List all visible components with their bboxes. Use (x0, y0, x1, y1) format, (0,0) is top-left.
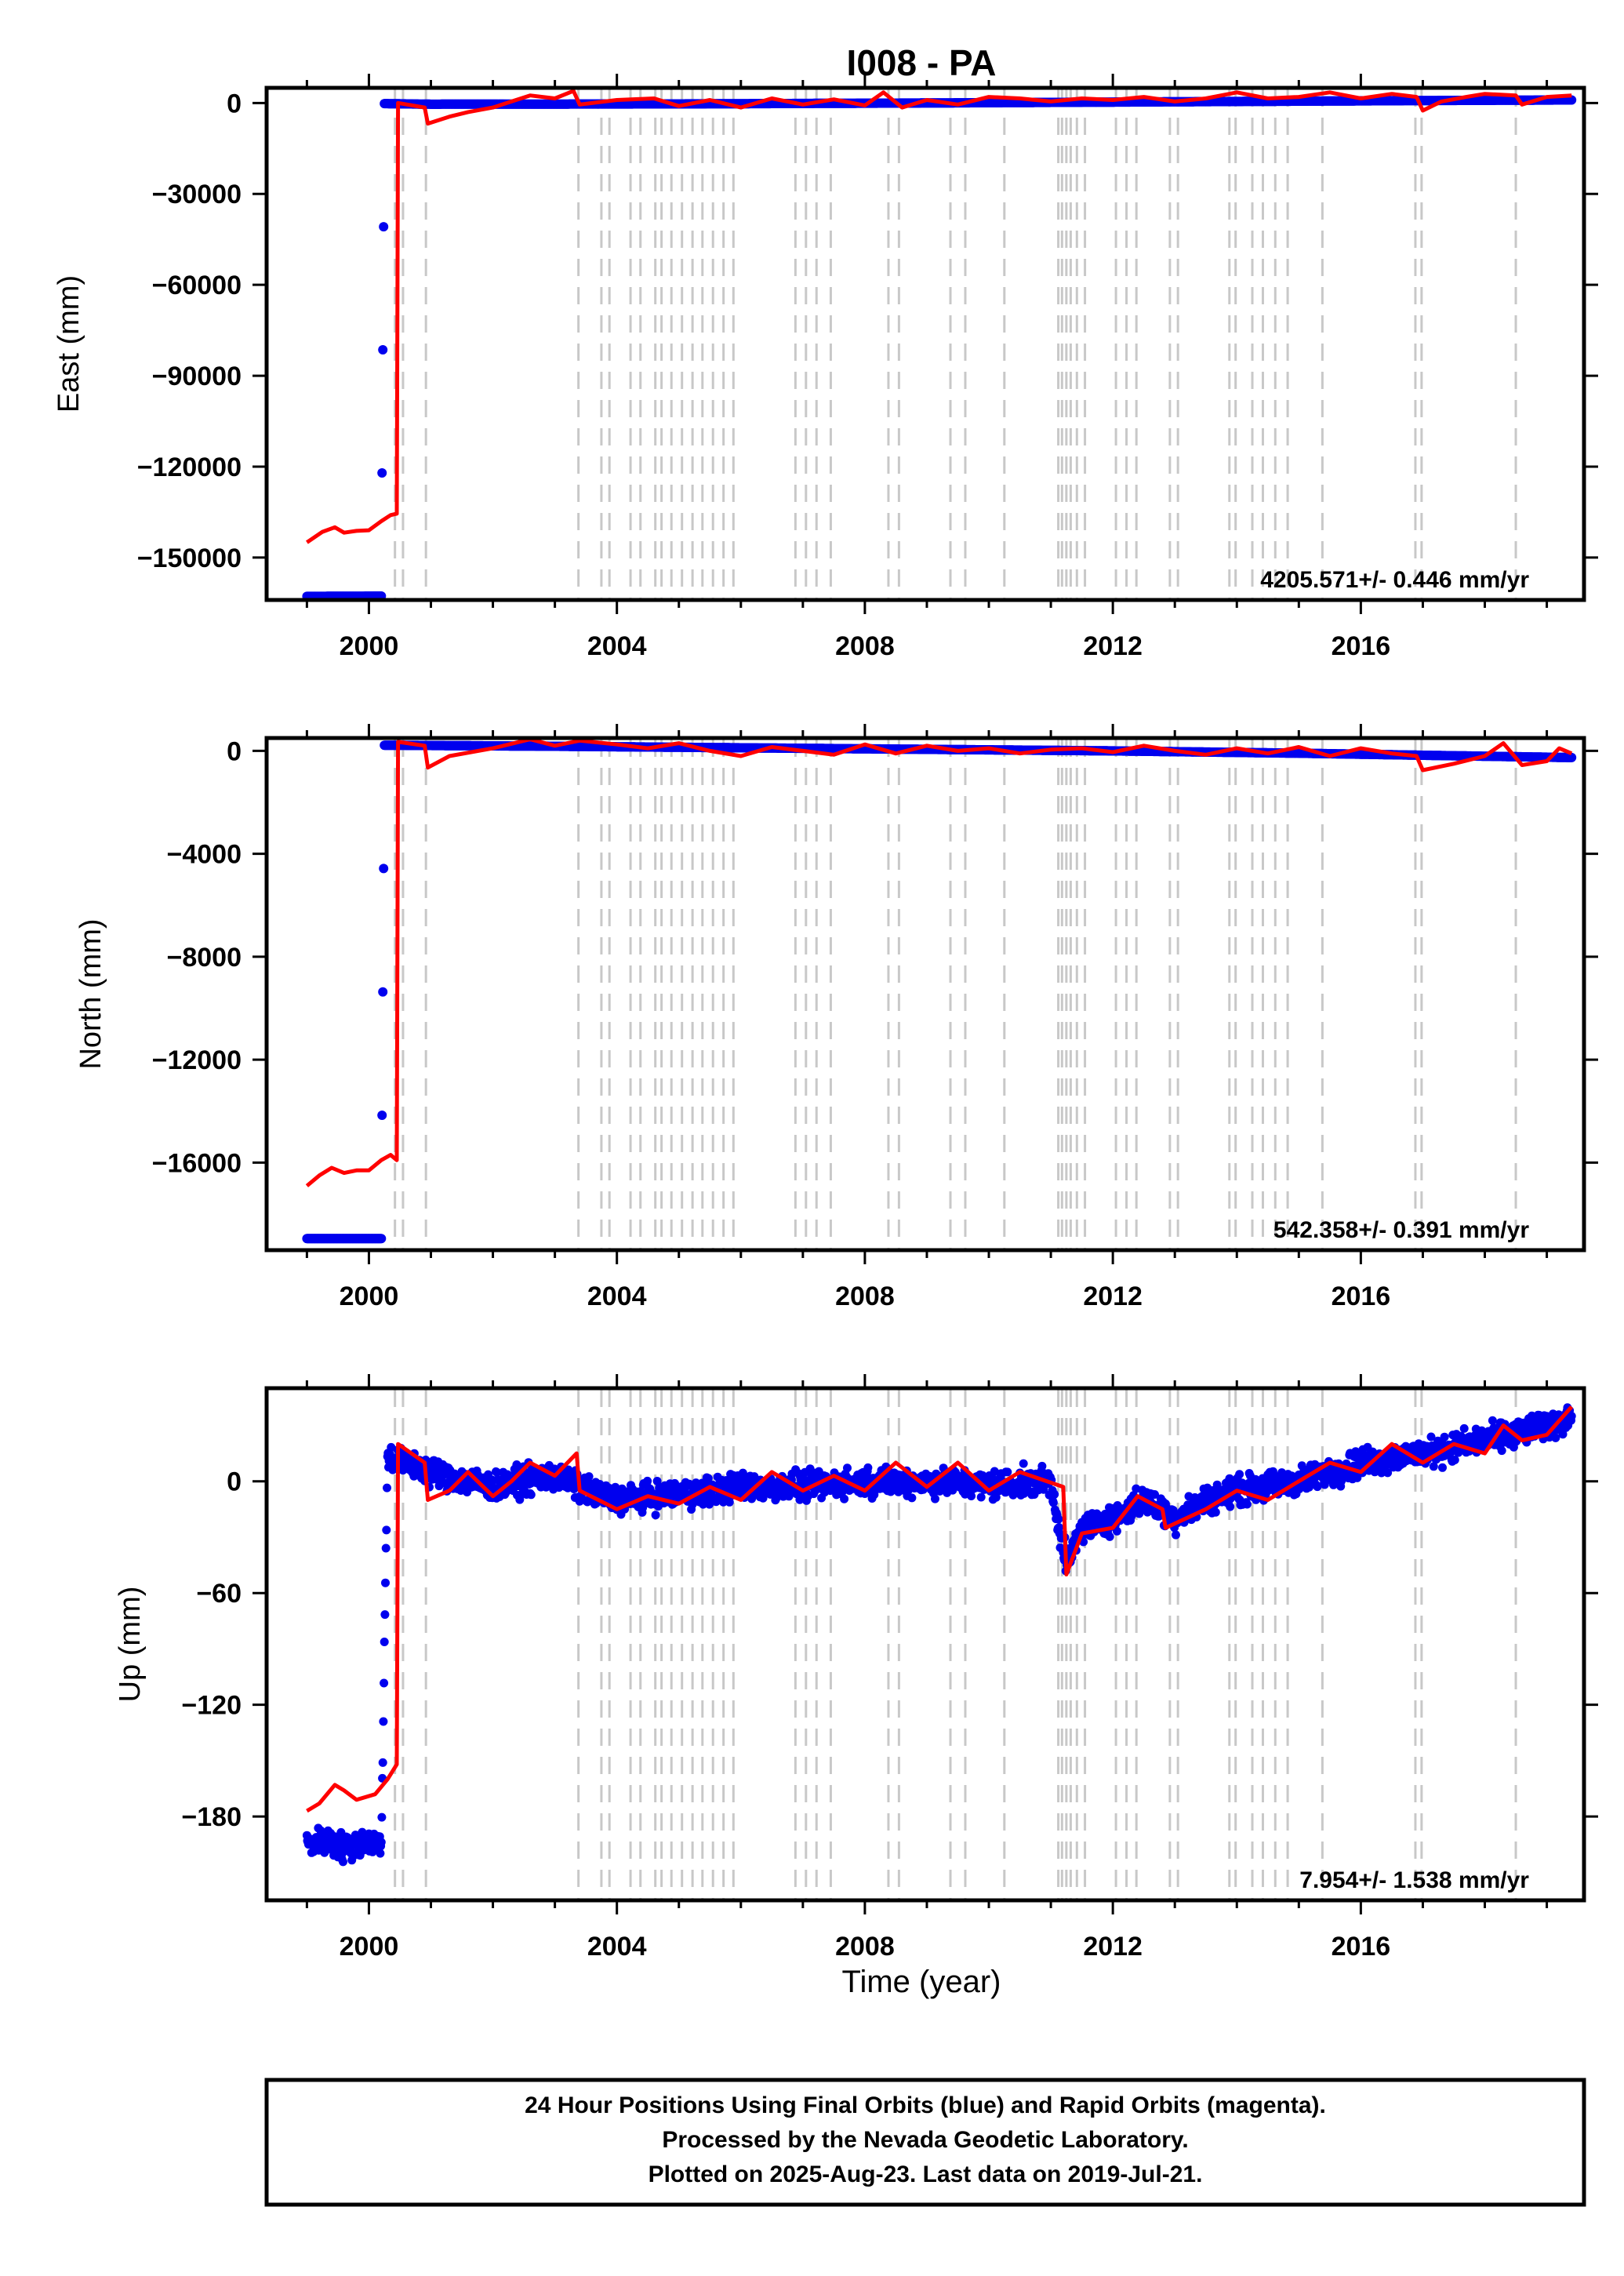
x-tick-label: 2000 (340, 1282, 399, 1311)
observation-point (378, 987, 388, 997)
y-tick-label: 0 (227, 736, 242, 766)
x-tick-label: 2004 (587, 1282, 647, 1311)
y-tick-label: −8000 (167, 943, 242, 973)
y-tick-label: −16000 (152, 1148, 242, 1178)
rate-label: 542.358+/- 0.391 mm/yr (1273, 1217, 1529, 1243)
y-tick-label: −90000 (152, 362, 242, 391)
observation-point (376, 1234, 387, 1244)
rate-label: 4205.571+/- 0.446 mm/yr (1260, 567, 1529, 593)
observation-point (381, 1578, 390, 1587)
x-tick-label: 2016 (1332, 1282, 1391, 1311)
x-tick-label: 2012 (1083, 631, 1143, 661)
observation-point (378, 345, 388, 354)
observation-point (380, 1678, 389, 1688)
observation-point (643, 1476, 652, 1485)
x-tick-label: 2012 (1083, 1282, 1143, 1311)
y-tick-label: −60000 (152, 271, 242, 300)
x-tick-label: 2008 (835, 1282, 895, 1311)
observation-point (376, 1838, 386, 1847)
observation-point (379, 863, 389, 874)
observation-point (377, 1111, 387, 1120)
y-tick-label: 0 (227, 89, 242, 118)
observation-point (380, 1610, 390, 1620)
observation-point (840, 1494, 849, 1503)
observation-point (379, 222, 389, 232)
observation-point (1567, 752, 1577, 762)
observation-point (651, 1511, 660, 1520)
y-axis-label: North (mm) (74, 918, 107, 1069)
observation-point (383, 1483, 391, 1492)
y-tick-label: −12000 (152, 1045, 242, 1075)
observation-point (381, 1543, 391, 1553)
observation-point (382, 1525, 391, 1535)
observation-point (377, 1812, 387, 1822)
observation-point (339, 1857, 347, 1867)
y-tick-label: −150000 (137, 544, 242, 573)
chart-title: I008 - PA (847, 42, 997, 83)
observation-point (526, 1490, 536, 1500)
observation-point (377, 468, 387, 478)
observation-point (380, 1638, 389, 1646)
plot-frame (264, 85, 1586, 602)
observation-point (379, 1717, 388, 1726)
model-curve (305, 89, 1572, 544)
y-tick-label: −120000 (137, 453, 242, 482)
x-tick-label: 2008 (835, 631, 895, 661)
observation-point (378, 1758, 387, 1767)
y-tick-label: −30000 (152, 180, 242, 209)
x-tick-label: 2016 (1332, 631, 1391, 661)
x-tick-label: 2000 (340, 631, 399, 661)
y-tick-label: −4000 (167, 840, 242, 870)
x-tick-label: 2004 (587, 631, 647, 661)
plot-frame (264, 736, 1586, 1253)
model-curve (305, 737, 1573, 1187)
north-panel: 2000 2004 2008 2012 2016 0 −4000 −8000 −12000 −16… (74, 724, 1598, 1311)
east-panel: 2000 2004 2008 2012 2016 0 −30000 −60000 −90000 −… (53, 74, 1598, 661)
y-axis-label: East (mm) (53, 275, 85, 413)
